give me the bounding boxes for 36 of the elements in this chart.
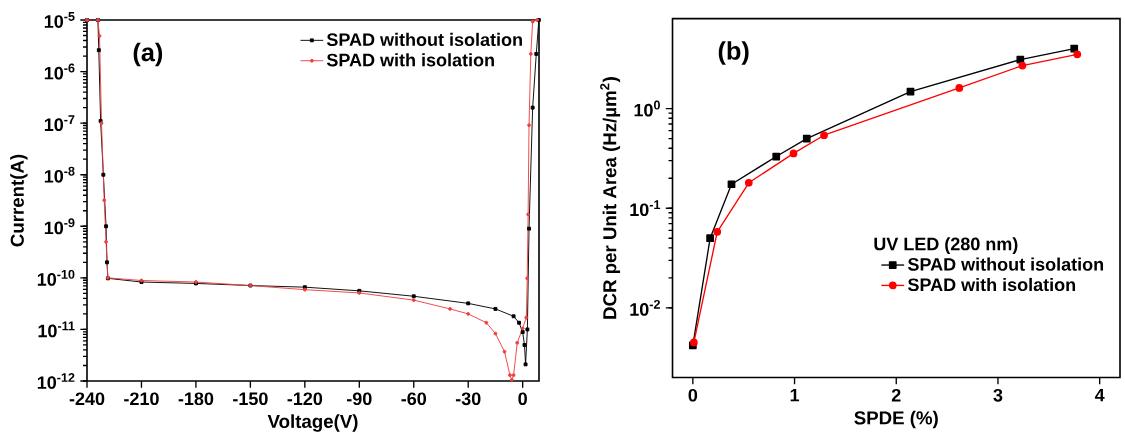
y-tick-label: 10$^{-6}$ [44, 63, 75, 80]
x-tick-label: 3 [993, 388, 1003, 402]
x-tick-label: 4 [1094, 388, 1105, 402]
x-tick-label: -210 [124, 392, 159, 406]
y-tick-label: 10$^{-11}$ [38, 321, 75, 338]
x-tick-label: -120 [287, 392, 323, 406]
x-tick-label: 0 [518, 392, 527, 406]
legend-label: SPAD with isolation [907, 277, 1076, 292]
y-tick-label: 10$^{-7}$ [44, 115, 75, 132]
x-axis-title: SPDE (%) [854, 410, 938, 429]
text: (a) [133, 42, 163, 67]
x-tick-label: 2 [891, 388, 901, 402]
y-tick-label: 10$^{-5}$ [44, 12, 75, 28]
x-tick-label: -150 [233, 392, 268, 406]
y-axis-title: DCR per Unit Area (Hz/µm$^{2}$) [600, 77, 621, 319]
x-tick-label: -90 [347, 392, 372, 406]
y-tick-label: 10$^{-10}$ [37, 269, 75, 286]
x-tick-label: -30 [455, 392, 481, 406]
x-tick-label: -180 [178, 392, 214, 406]
legend-label: SPAD with isolation [326, 53, 494, 67]
x-tick-label: -240 [69, 392, 105, 406]
y-tick-label: 10$^{-12}$ [37, 373, 75, 389]
x-tick-label: 0 [688, 388, 698, 402]
y-tick-label: 10$^{-2}$ [630, 299, 660, 316]
text: (b) [718, 41, 749, 65]
legend-title: UV LED (280 nm) [874, 237, 1018, 254]
y-tick-label: 10$^{0}$ [634, 100, 660, 117]
x-tick-label: -60 [401, 392, 427, 406]
legend-label: SPAD without isolation [326, 32, 522, 47]
x-axis-title: Voltage(V) [267, 414, 358, 432]
y-tick-label: 10$^{-9}$ [44, 218, 75, 235]
legend-label: SPAD without isolation [907, 257, 1104, 271]
y-axis-title: Current(A) [10, 154, 28, 247]
x-tick-label: 1 [790, 388, 800, 402]
y-tick-label: 10$^{-8}$ [44, 166, 75, 183]
y-tick-label: 10$^{-1}$ [630, 200, 661, 217]
